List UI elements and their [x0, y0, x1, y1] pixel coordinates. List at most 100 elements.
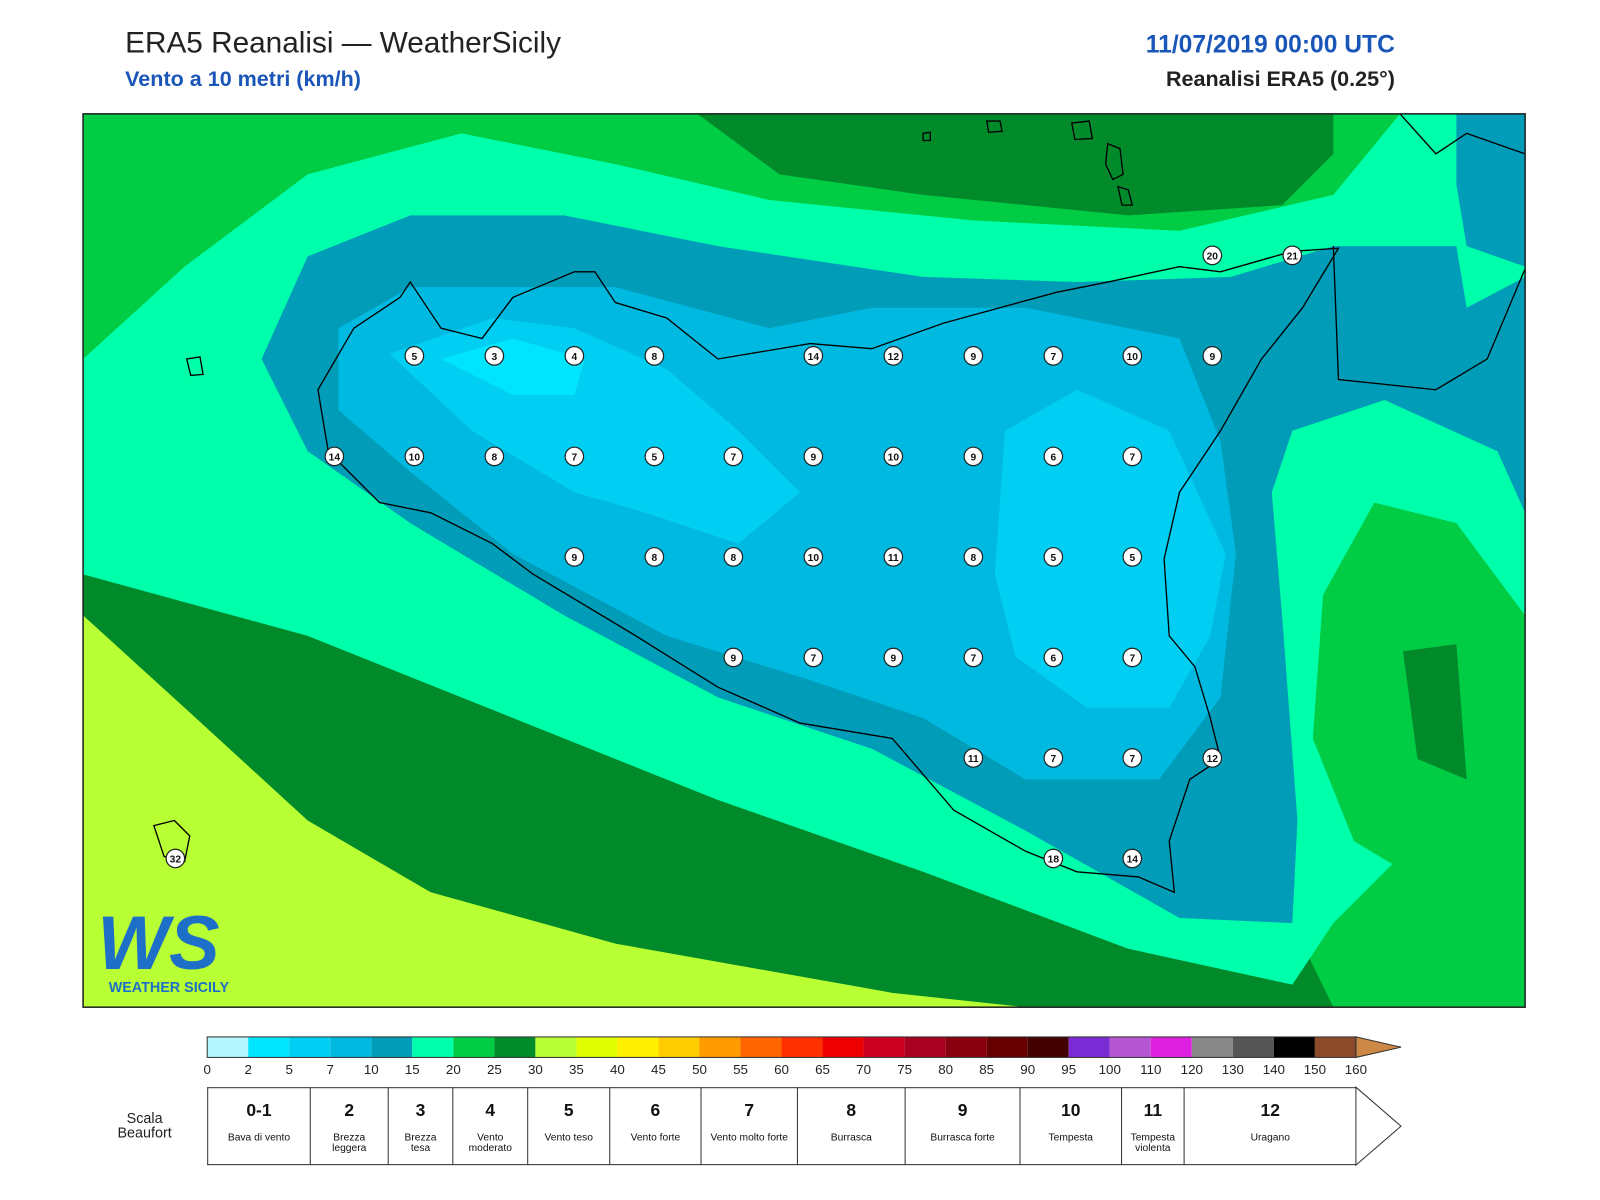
- station-value: 32: [170, 855, 182, 866]
- colorbar-tick-label: 0: [203, 1061, 211, 1077]
- colorbar-swatch: [1027, 1036, 1069, 1058]
- station-marker: [963, 748, 984, 768]
- colorbar-swatch: [289, 1036, 331, 1058]
- station-value: 12: [1207, 754, 1219, 765]
- colorbar: [206, 1036, 1402, 1059]
- station-marker: [1202, 346, 1223, 366]
- colorbar-swatch: [1232, 1036, 1274, 1058]
- colorbar-swatch: [371, 1036, 413, 1058]
- beaufort-name: Brezza leggera: [332, 1132, 367, 1154]
- beaufort-cell: 5 Vento teso: [527, 1087, 610, 1166]
- station-value: 14: [808, 352, 820, 363]
- station-marker: [564, 446, 585, 467]
- beaufort-cell: 9 Burrasca forte: [904, 1087, 1020, 1166]
- station-marker: [404, 446, 425, 467]
- colorbar-swatch: [207, 1036, 249, 1058]
- station-marker: [564, 547, 585, 567]
- station-value: 9: [730, 654, 736, 665]
- beaufort-name: Burrasca forte: [930, 1132, 995, 1144]
- station-value: 7: [572, 453, 578, 464]
- beaufort-force: 6: [650, 1100, 661, 1120]
- station-marker: [963, 647, 984, 668]
- station-marker: [165, 848, 186, 869]
- station-value: 9: [970, 453, 976, 464]
- title: ERA5 Reanalisi — WeatherSicily: [125, 26, 561, 60]
- colorbar-swatch: [1273, 1036, 1315, 1058]
- station-value: 5: [1129, 553, 1135, 564]
- beaufort-cell: 6 Vento forte: [609, 1087, 701, 1166]
- station-value: 8: [730, 553, 736, 564]
- colorbar-tick-label: 7: [326, 1061, 334, 1077]
- station-marker: [644, 346, 665, 366]
- beaufort-cell: 11 Tempesta violenta: [1121, 1087, 1184, 1166]
- colorbar-tick-label: 160: [1344, 1061, 1368, 1077]
- map-frame: [82, 113, 1526, 1008]
- beaufort-force: 8: [846, 1100, 857, 1120]
- station-value: 9: [1209, 352, 1215, 363]
- colorbar-tick-label: 95: [1061, 1061, 1077, 1077]
- station-value: 18: [1048, 855, 1060, 866]
- beaufort-force: 0-1: [246, 1100, 272, 1120]
- beaufort-cell: 7 Vento molto forte: [700, 1087, 797, 1166]
- station-value: 14: [329, 453, 341, 464]
- beaufort-cell: 8 Burrasca: [796, 1087, 905, 1166]
- colorbar-tick-label: 2: [244, 1061, 252, 1077]
- beaufort-cell: 3 Brezza tesa: [387, 1087, 453, 1166]
- colorbar-tick-label: 110: [1140, 1061, 1162, 1077]
- colorbar-swatch: [863, 1036, 905, 1058]
- station-marker: [1122, 547, 1143, 567]
- colorbar-swatch: [412, 1036, 454, 1058]
- station-marker: [963, 547, 984, 567]
- colorbar-tick-label: 10: [363, 1061, 379, 1077]
- subtitle: Vento a 10 metri (km/h): [125, 67, 361, 92]
- colorbar-tick-label: 20: [445, 1061, 461, 1077]
- colorbar-tick-label: 15: [404, 1061, 420, 1077]
- logo: WS WEATHER SICILY: [97, 901, 229, 996]
- colorbar-swatch: [1109, 1036, 1151, 1058]
- station-marker: [1122, 647, 1143, 668]
- colorbar-tick-label: 140: [1262, 1061, 1285, 1077]
- beaufort-arrow: [1355, 1086, 1402, 1167]
- colorbar-swatch: [781, 1036, 823, 1058]
- station-value: 9: [810, 453, 816, 464]
- beaufort-name: Vento forte: [630, 1132, 681, 1144]
- station-value: 7: [1129, 654, 1135, 665]
- beaufort-force: 11: [1143, 1100, 1163, 1120]
- station-marker: [404, 346, 425, 366]
- station-value: 8: [970, 553, 976, 564]
- beaufort-name: Tempesta violenta: [1130, 1132, 1176, 1154]
- station-marker: [803, 547, 824, 567]
- colorbar-swatch: [494, 1036, 536, 1058]
- colorbar-swatch: [453, 1036, 495, 1058]
- station-marker: [803, 647, 824, 668]
- station-marker: [883, 346, 904, 366]
- station-value: 7: [1129, 453, 1135, 464]
- colorbar-swatch: [740, 1036, 782, 1058]
- station-marker: [1202, 245, 1223, 266]
- station-marker: [963, 446, 984, 467]
- colorbar-tick-label: 25: [486, 1061, 502, 1077]
- station-value: 7: [1050, 754, 1056, 765]
- colorbar-swatch: [986, 1036, 1028, 1058]
- station-marker: [1043, 848, 1064, 869]
- station-marker: [883, 547, 904, 567]
- station-marker: [1122, 346, 1143, 366]
- colorbar-tick-label: 55: [733, 1061, 748, 1077]
- station-marker: [883, 446, 904, 467]
- station-value: 10: [409, 453, 421, 464]
- station-value: 10: [808, 553, 820, 564]
- station-value: 14: [1127, 855, 1139, 866]
- beaufort-force: 5: [563, 1100, 574, 1120]
- station-marker: [324, 446, 345, 467]
- station-marker: [644, 446, 665, 467]
- colorbar-tick-label: 30: [527, 1061, 543, 1077]
- model: Reanalisi ERA5 (0.25°): [1165, 67, 1395, 92]
- station-marker: [1043, 346, 1064, 366]
- station-marker: [723, 446, 744, 467]
- station-value: 11: [968, 754, 979, 765]
- colorbar-tick-label: 85: [979, 1061, 995, 1077]
- colorbar-tick-label: 50: [692, 1061, 707, 1077]
- colorbar-swatch: [248, 1036, 290, 1058]
- station-value: 4: [572, 352, 578, 363]
- wind-field: [83, 113, 1526, 1008]
